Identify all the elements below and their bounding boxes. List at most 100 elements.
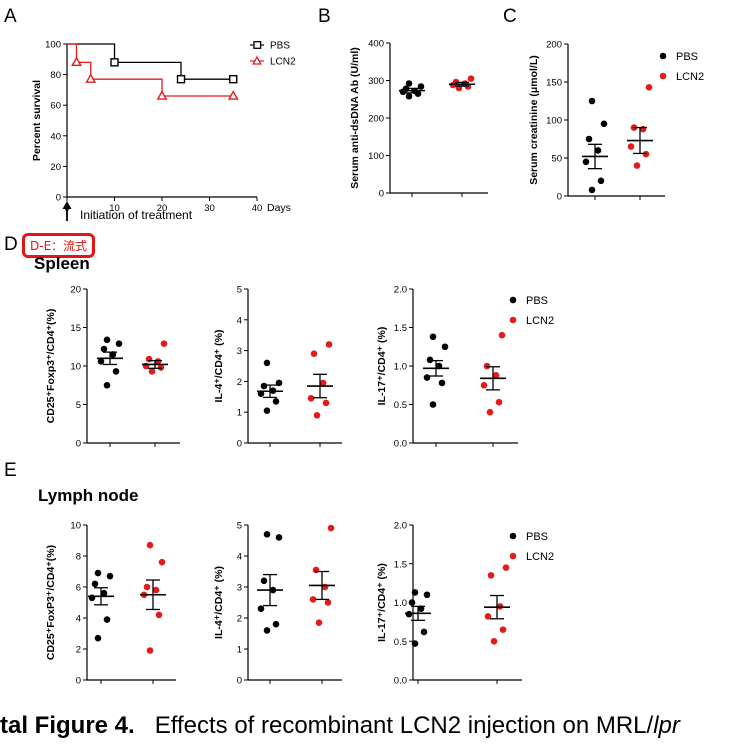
y-tick-label: 100 bbox=[45, 40, 61, 51]
y-tick-label: 10 bbox=[70, 521, 81, 532]
data-point bbox=[157, 364, 165, 371]
data-point bbox=[257, 390, 265, 398]
data-point bbox=[313, 411, 321, 419]
data-point bbox=[480, 381, 488, 389]
legend-marker bbox=[253, 41, 262, 49]
data-point bbox=[594, 147, 602, 154]
panel-label-a: A bbox=[4, 6, 17, 27]
data-point bbox=[502, 564, 510, 571]
y-tick-label: 0.5 bbox=[394, 400, 407, 411]
data-point bbox=[100, 345, 108, 353]
y-axis-label: Percent survival bbox=[31, 80, 43, 161]
data-point bbox=[588, 186, 596, 194]
y-tick-label: 0 bbox=[379, 189, 384, 200]
legend-label: LCN2 bbox=[270, 57, 296, 68]
y-tick-label: 15 bbox=[70, 323, 81, 334]
y-tick-label: 1.0 bbox=[394, 362, 407, 373]
y-tick-label: 300 bbox=[368, 76, 384, 87]
y-tick-label: 200 bbox=[368, 114, 384, 125]
data-point bbox=[97, 358, 105, 365]
data-point bbox=[260, 382, 268, 390]
chart-b: 0 100 200 300 400 Serum anti-dsDNA Ab (U/ml) bbox=[349, 39, 488, 200]
x-tick-label: 30 bbox=[204, 203, 215, 214]
y-tick-label: 4 bbox=[237, 315, 242, 326]
data-point bbox=[155, 611, 163, 619]
data-point bbox=[408, 599, 416, 606]
legend-label: LCN2 bbox=[526, 315, 554, 327]
x-tick-label: 40 bbox=[252, 203, 263, 214]
data-point bbox=[310, 350, 318, 357]
y-tick-label: 0 bbox=[76, 676, 81, 687]
y-axis-label: IL-4⁺/CD4⁺ (%) bbox=[213, 566, 225, 639]
data-point bbox=[307, 395, 315, 402]
data-point bbox=[94, 634, 102, 642]
data-point bbox=[429, 333, 437, 341]
data-point bbox=[152, 586, 160, 594]
data-point bbox=[633, 162, 641, 169]
data-point bbox=[498, 331, 506, 339]
chart-d1: 0 5 10 15 20 CD25⁺Foxp3⁺/CD4⁺(%) bbox=[45, 285, 180, 450]
y-tick-label: 0.5 bbox=[394, 637, 407, 648]
data-point bbox=[115, 340, 123, 347]
data-point bbox=[411, 640, 419, 647]
x-tick-label: 10 bbox=[109, 203, 120, 214]
chart-c: 0 50 100 150 200 Serum creatinine (μmol/L) PBS… bbox=[528, 40, 704, 203]
legend-marker bbox=[509, 552, 517, 560]
data-point bbox=[495, 398, 503, 406]
survival-marker bbox=[85, 73, 97, 83]
y-axis-label: Serum creatinine (μmol/L) bbox=[528, 55, 540, 185]
data-point bbox=[94, 569, 102, 577]
y-tick-label: 6 bbox=[76, 583, 81, 594]
legend-label: PBS bbox=[526, 295, 548, 307]
y-axis-label: IL-17⁺/CD4⁺ (%) bbox=[376, 327, 388, 406]
data-point bbox=[411, 589, 419, 596]
survival-marker bbox=[71, 56, 82, 67]
data-point bbox=[315, 619, 323, 626]
data-point bbox=[429, 401, 437, 408]
data-point bbox=[441, 343, 449, 351]
chart-e1: 0 2 4 6 8 10 CD25⁺FoxP3⁺/CD4⁺(%) bbox=[45, 521, 176, 687]
data-point bbox=[642, 150, 650, 158]
data-point bbox=[467, 75, 475, 82]
data-point bbox=[103, 616, 111, 623]
y-tick-label: 100 bbox=[546, 116, 562, 127]
y-tick-label: 0 bbox=[557, 192, 562, 203]
data-point bbox=[639, 125, 647, 133]
caption-label: tal Figure 4. bbox=[0, 712, 135, 739]
y-axis-label: CD25⁺Foxp3⁺/CD4⁺(%) bbox=[45, 309, 57, 424]
y-tick-label: 1.5 bbox=[394, 323, 407, 334]
data-point bbox=[146, 647, 154, 654]
chart-d2: 0 1 2 3 4 5 IL-4⁺/CD4⁺ (%) bbox=[213, 285, 342, 450]
legend-marker bbox=[509, 532, 517, 540]
data-point bbox=[483, 362, 491, 370]
panel-label-c: C bbox=[503, 6, 517, 27]
data-point bbox=[109, 351, 117, 358]
figure-canvas: 020406080100010203040DaysPercent surviva… bbox=[31, 39, 704, 687]
data-point bbox=[492, 371, 500, 379]
data-point bbox=[645, 84, 653, 91]
data-point bbox=[582, 158, 590, 166]
legend-marker bbox=[509, 316, 517, 324]
legend-marker bbox=[659, 52, 667, 60]
data-point bbox=[405, 80, 413, 87]
y-tick-label: 10 bbox=[70, 362, 81, 373]
y-axis-label: IL-4⁺/CD4⁺ (%) bbox=[213, 330, 225, 403]
y-tick-label: 1 bbox=[237, 645, 242, 656]
panel-label-e: E bbox=[4, 460, 17, 481]
y-tick-label: 0 bbox=[76, 439, 81, 450]
data-point bbox=[327, 524, 335, 532]
section-title-spleen: Spleen bbox=[34, 254, 90, 273]
data-point bbox=[319, 379, 327, 387]
data-point bbox=[91, 580, 99, 588]
data-point bbox=[158, 558, 166, 566]
panel-label-d: D bbox=[4, 234, 18, 255]
y-tick-label: 2.0 bbox=[394, 521, 407, 532]
data-point bbox=[260, 577, 268, 585]
data-point bbox=[405, 92, 413, 100]
data-point bbox=[499, 626, 507, 633]
treatment-arrowhead bbox=[62, 201, 72, 209]
data-point bbox=[484, 613, 492, 620]
chart-d3: 0.0 0.5 1.0 1.5 2.0 IL-17⁺/CD4⁺ (%) PBS LCN2 bbox=[376, 285, 554, 450]
data-point bbox=[257, 605, 265, 612]
data-point bbox=[272, 620, 280, 628]
